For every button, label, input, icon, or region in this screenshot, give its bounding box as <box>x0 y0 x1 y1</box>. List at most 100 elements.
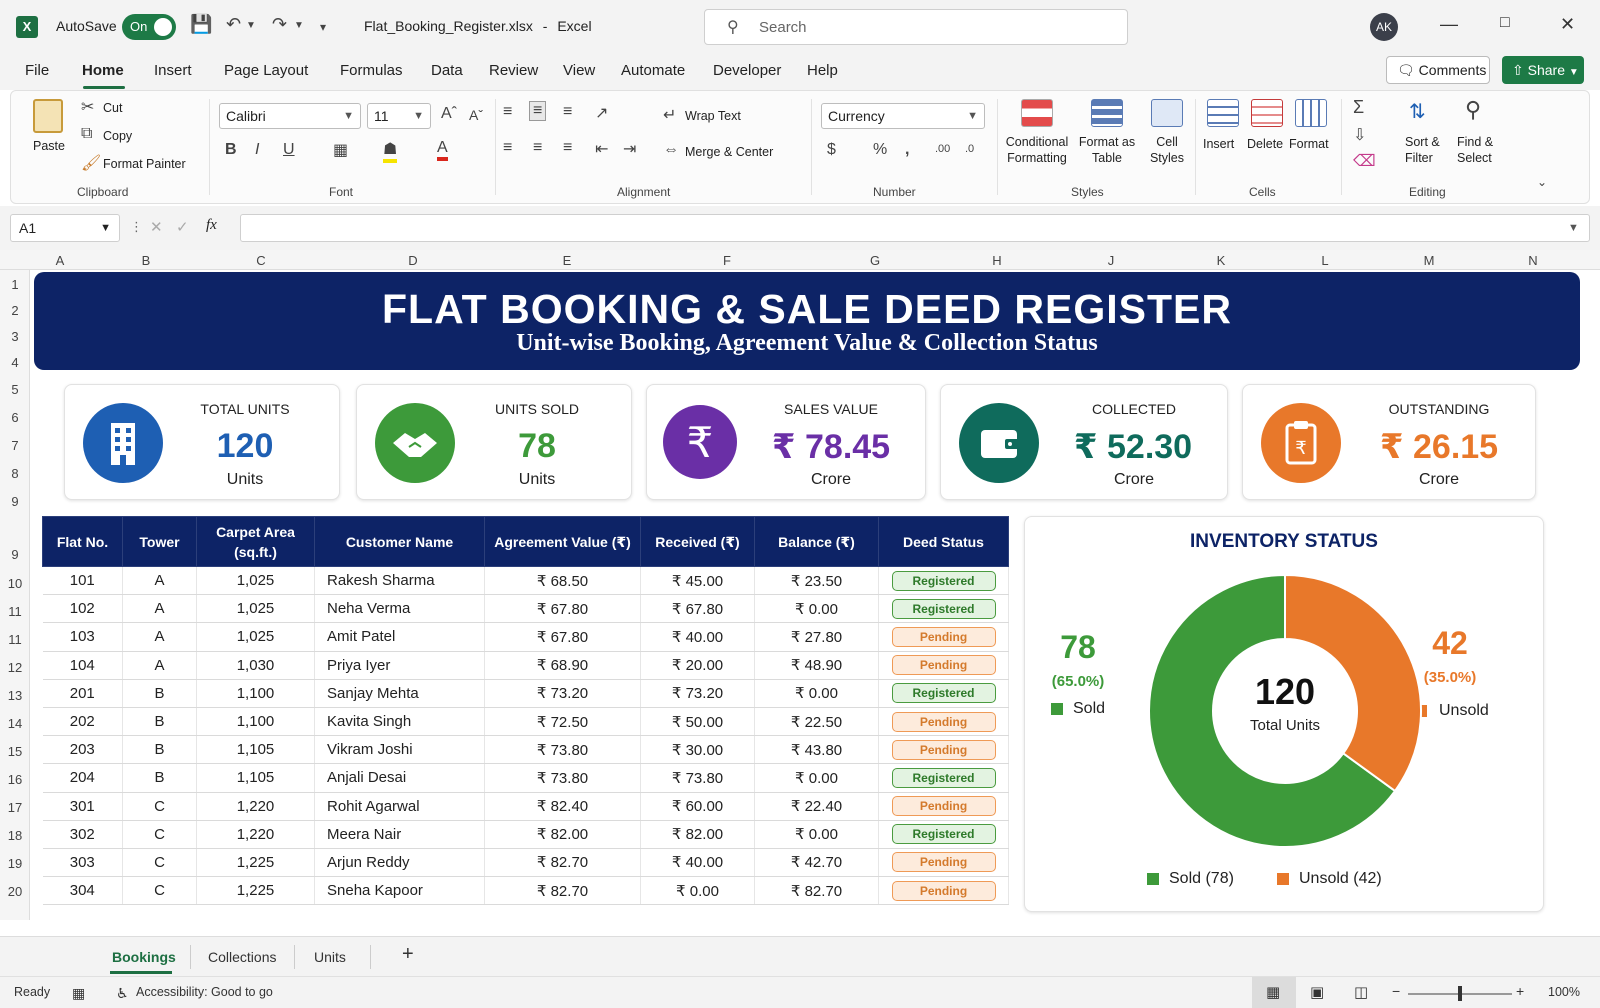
add-sheet-button[interactable]: + <box>402 943 414 965</box>
cell-tower[interactable]: C <box>122 876 197 906</box>
column-header[interactable]: E <box>562 253 572 268</box>
cell-deed-status[interactable]: Registered <box>878 763 1009 793</box>
name-box[interactable]: A1 ▼ <box>10 214 120 242</box>
header-tower[interactable]: Tower <box>122 516 197 567</box>
formula-input[interactable] <box>240 214 1590 242</box>
format-painter-label[interactable]: Format Painter <box>103 157 186 171</box>
row-header[interactable]: 5 <box>11 382 19 397</box>
cell-balance[interactable]: ₹ 27.80 <box>754 622 879 652</box>
sort-filter-label-2[interactable]: Filter <box>1405 151 1433 165</box>
insert-function-icon[interactable]: fx <box>206 217 217 233</box>
menu-formulas[interactable]: Formulas <box>340 62 403 79</box>
cell-agreement-value[interactable]: ₹ 72.50 <box>484 707 641 737</box>
autosum-icon[interactable]: Σ <box>1353 97 1365 117</box>
cell-flat-no[interactable]: 102 <box>42 594 123 624</box>
cell-deed-status[interactable]: Pending <box>878 876 1009 906</box>
column-header[interactable]: J <box>1107 253 1115 268</box>
cell-balance[interactable]: ₹ 0.00 <box>754 820 879 849</box>
expand-formula-icon[interactable]: ▼ <box>1568 222 1579 234</box>
cell-agreement-value[interactable]: ₹ 82.40 <box>484 792 641 821</box>
cell-carpet-area[interactable]: 1,225 <box>196 876 315 906</box>
menu-help[interactable]: Help <box>807 62 838 79</box>
row-header[interactable]: 10 <box>7 576 23 591</box>
cell-balance[interactable]: ₹ 43.80 <box>754 735 879 765</box>
cell-balance[interactable]: ₹ 22.50 <box>754 707 879 737</box>
cell-balance[interactable]: ₹ 48.90 <box>754 651 879 680</box>
cell-received[interactable]: ₹ 73.80 <box>640 763 755 793</box>
insert-cells-label[interactable]: Insert <box>1203 137 1235 151</box>
cell-balance[interactable]: ₹ 23.50 <box>754 566 879 596</box>
column-header[interactable]: D <box>408 253 418 268</box>
insert-cells-icon[interactable] <box>1207 99 1239 127</box>
cell-balance[interactable]: ₹ 22.40 <box>754 792 879 821</box>
cut-label[interactable]: Cut <box>103 101 123 115</box>
menu-data[interactable]: Data <box>431 62 463 79</box>
cell-tower[interactable]: B <box>122 735 197 765</box>
row-header[interactable]: 19 <box>7 856 23 871</box>
cell-agreement-value[interactable]: ₹ 73.80 <box>484 735 641 765</box>
underline-icon[interactable]: U <box>283 141 295 158</box>
find-select-label-2[interactable]: Select <box>1457 151 1492 165</box>
cell-flat-no[interactable]: 302 <box>42 820 123 849</box>
normal-view-icon[interactable]: ▦ <box>1266 984 1281 1001</box>
cell-carpet-area[interactable]: 1,025 <box>196 566 315 596</box>
wrap-text-label[interactable]: Wrap Text <box>685 109 741 123</box>
percent-icon[interactable]: % <box>873 141 888 158</box>
row-header[interactable]: 13 <box>7 688 23 703</box>
row-header[interactable]: 4 <box>11 355 19 370</box>
cell-tower[interactable]: B <box>122 763 197 793</box>
zoom-slider-thumb[interactable] <box>1458 986 1462 1001</box>
merge-center-label[interactable]: Merge & Center <box>685 145 774 159</box>
cell-carpet-area[interactable]: 1,100 <box>196 707 315 737</box>
header-carpet-area[interactable]: Carpet Area (sq.ft.) <box>196 516 315 567</box>
more-options-icon[interactable]: ⋮ <box>130 219 143 234</box>
sort-filter-icon[interactable]: ⇅ <box>1409 101 1426 123</box>
cell-carpet-area[interactable]: 1,025 <box>196 594 315 624</box>
sheet-tab-units[interactable]: Units <box>314 949 346 965</box>
cell-agreement-value[interactable]: ₹ 67.80 <box>484 622 641 652</box>
cell-customer-name[interactable]: Rakesh Sharma <box>314 566 485 596</box>
paste-icon[interactable] <box>33 99 63 133</box>
italic-icon[interactable]: I <box>255 141 260 158</box>
column-header[interactable]: L <box>1321 253 1329 268</box>
row-header[interactable]: 1 <box>11 277 19 292</box>
undo-dropdown-icon[interactable]: ▼ <box>246 20 256 31</box>
find-select-icon[interactable]: ⚲ <box>1465 97 1482 122</box>
cell-agreement-value[interactable]: ₹ 82.00 <box>484 820 641 849</box>
decrease-decimal-icon[interactable]: .0 <box>965 143 975 155</box>
cell-flat-no[interactable]: 201 <box>42 679 123 708</box>
cell-received[interactable]: ₹ 45.00 <box>640 566 755 596</box>
cancel-formula-icon[interactable]: ✕ <box>150 219 163 236</box>
delete-cells-label[interactable]: Delete <box>1247 137 1284 151</box>
cell-flat-no[interactable]: 301 <box>42 792 123 821</box>
close-icon[interactable]: ✕ <box>1560 14 1576 34</box>
row-header[interactable]: 6 <box>11 410 19 425</box>
cut-icon[interactable]: ✂ <box>81 99 95 116</box>
minimize-icon[interactable]: — <box>1440 14 1458 34</box>
header-received[interactable]: Received (₹) <box>640 516 755 567</box>
enter-formula-icon[interactable]: ✓ <box>176 219 189 236</box>
format-as-table-label-2[interactable]: Table <box>1092 151 1122 165</box>
menu-file[interactable]: File <box>25 62 50 79</box>
column-header[interactable]: C <box>256 253 266 268</box>
column-header[interactable]: M <box>1423 253 1435 268</box>
menu-automate[interactable]: Automate <box>621 62 686 79</box>
bold-icon[interactable]: B <box>225 141 237 158</box>
save-icon[interactable]: 💾 <box>190 14 213 34</box>
format-as-table-icon[interactable] <box>1091 99 1123 127</box>
fill-color-icon[interactable]: ☗ <box>383 139 398 163</box>
cell-carpet-area[interactable]: 1,030 <box>196 651 315 680</box>
row-header[interactable]: 9 <box>11 494 19 509</box>
cell-flat-no[interactable]: 103 <box>42 622 123 652</box>
cell-tower[interactable]: B <box>122 707 197 737</box>
cell-customer-name[interactable]: Sneha Kapoor <box>314 876 485 906</box>
decrease-font-icon[interactable]: Aˇ <box>469 107 483 123</box>
cell-balance[interactable]: ₹ 42.70 <box>754 848 879 878</box>
header-deed-status[interactable]: Deed Status <box>878 516 1009 567</box>
donut-slice-sold[interactable] <box>1148 573 1397 848</box>
row-header[interactable]: 9 <box>11 547 19 562</box>
undo-icon[interactable]: ↶ <box>226 14 242 34</box>
column-header[interactable]: A <box>55 253 65 268</box>
cell-carpet-area[interactable]: 1,105 <box>196 763 315 793</box>
cell-tower[interactable]: C <box>122 820 197 849</box>
